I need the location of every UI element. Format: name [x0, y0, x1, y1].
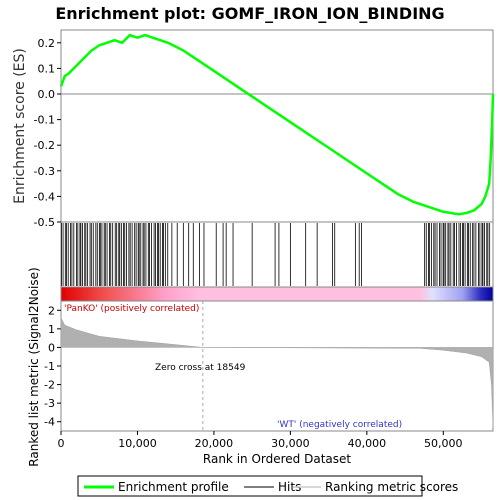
x-axis: 0 10,000 20,000 30,000 40,000 50,000: [58, 431, 463, 450]
hits-panel: [60, 221, 494, 288]
es-y-axis-label: Enrichment score (ES): [12, 48, 28, 204]
metric-tick-label: -1: [44, 360, 55, 373]
legend-box: [77, 475, 423, 497]
metric-y-axis-label: Ranked list metric (Signal2Noise): [27, 267, 41, 466]
metric-area: [60, 317, 494, 428]
legend-item-hits: Hits: [278, 480, 301, 494]
es-tick-label: 0.2: [38, 37, 56, 50]
es-tick-label: 0.0: [38, 88, 56, 101]
x-tick-label: 20,000: [195, 437, 234, 450]
neg-corr-label: 'WT' (negatively correlated): [277, 420, 402, 430]
x-tick-label: 40,000: [348, 437, 387, 450]
metric-tick-label: 2: [48, 304, 55, 317]
legend-item-metric: Ranking metric scores: [325, 480, 458, 494]
metric-panel: [60, 300, 494, 432]
zero-cross-label: Zero cross at 18549: [155, 363, 246, 373]
es-tick-label: 0.1: [38, 62, 56, 75]
es-panel: [60, 29, 494, 223]
metric-tick-label: 0: [48, 341, 55, 354]
es-tick-label: -0.3: [34, 165, 55, 178]
x-tick-label: 30,000: [271, 437, 310, 450]
metric-tick-label: -4: [44, 416, 55, 429]
metric-tick-label: 1: [48, 323, 55, 336]
x-tick-label: 0: [58, 437, 65, 450]
es-tick-label: -0.1: [34, 114, 55, 127]
es-tick-label: -0.5: [34, 216, 55, 229]
es-axis: 0.2 0.1 0.0 -0.1 -0.2 -0.3 -0.4 -0.5: [34, 37, 61, 229]
x-tick-label: 10,000: [118, 437, 157, 450]
x-axis-label: Rank in Ordered Dataset: [203, 452, 351, 466]
metric-tick-label: -3: [44, 397, 55, 410]
chart-title: Enrichment plot: GOMF_IRON_ION_BINDING: [55, 4, 444, 23]
x-tick-label: 50,000: [424, 437, 463, 450]
metric-tick-label: -2: [44, 379, 55, 392]
enrichment-profile-line: [59, 33, 495, 216]
pos-corr-label: 'PanKO' (positively correlated): [64, 304, 199, 314]
legend: Enrichment profile Hits Ranking metric s…: [77, 475, 458, 497]
es-tick-label: -0.4: [34, 190, 55, 203]
es-tick-label: -0.2: [34, 139, 55, 152]
rank-colorbar: [60, 286, 494, 302]
hit-marks: [61, 223, 491, 286]
metric-axis: 2 1 0 -1 -2 -3 -4: [44, 304, 61, 429]
legend-item-es: Enrichment profile: [118, 480, 229, 494]
